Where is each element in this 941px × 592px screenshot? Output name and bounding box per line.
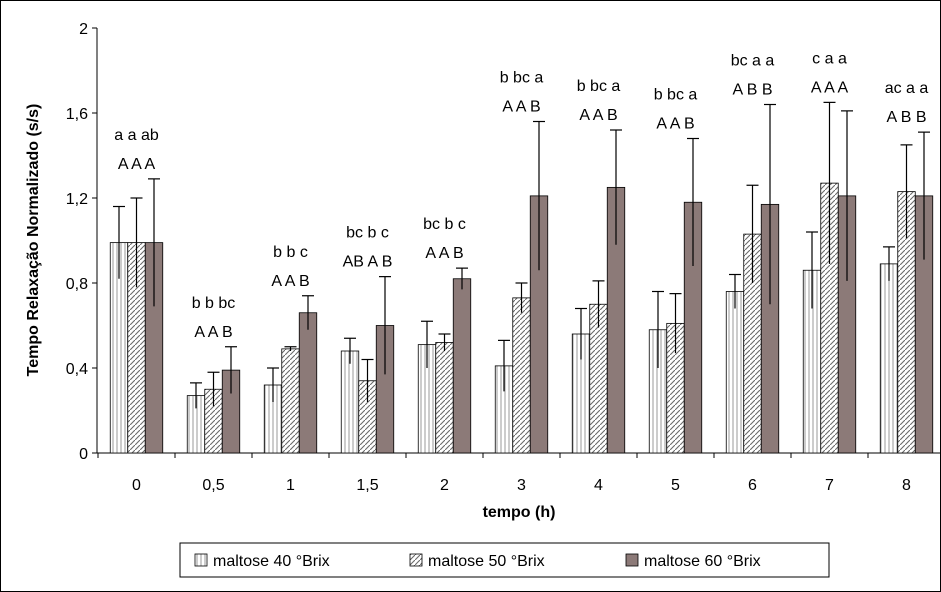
significance-upper: c a a <box>812 50 847 67</box>
significance-upper: b b c <box>273 244 308 261</box>
significance-lower: A A A <box>118 156 156 173</box>
significance-lower: A B B <box>886 109 926 126</box>
y-tick-label: 1,2 <box>66 191 88 208</box>
legend-box <box>179 542 830 578</box>
significance-lower: A A A <box>811 79 849 96</box>
bar <box>298 312 318 454</box>
bar <box>435 342 454 454</box>
significance-upper: b bc a <box>577 78 621 95</box>
x-tick-label: 6 <box>748 477 757 494</box>
y-tick-label: 0 <box>79 446 88 463</box>
significance-lower: A A B <box>579 107 617 124</box>
x-tick-label: 0,5 <box>202 477 224 494</box>
significance-upper: ac a a <box>885 80 929 97</box>
x-tick-label: 4 <box>594 477 603 494</box>
bar <box>340 350 360 454</box>
significance-lower: A A B <box>194 324 232 341</box>
significance-lower: A B B <box>732 82 772 99</box>
significance-upper: bc b c <box>423 216 466 233</box>
y-tick-label: 0,8 <box>66 276 88 293</box>
significance-lower: A A B <box>502 99 540 116</box>
bars <box>109 182 934 454</box>
significance-upper: bc b c <box>346 225 389 242</box>
legend-swatch <box>194 553 208 567</box>
significance-labels: A A A a a ab A A B b b bc A A B b b c AB A B bc… <box>114 50 928 340</box>
legend-label: maltose 60 °Brix <box>644 553 761 570</box>
legend-swatch <box>625 553 639 567</box>
x-tick-label: 0 <box>132 477 141 494</box>
legend-label: maltose 50 °Brix <box>428 553 545 570</box>
x-tick-label: 3 <box>517 477 526 494</box>
significance-lower: A A B <box>271 273 309 290</box>
significance-upper: b bc a <box>654 87 698 104</box>
x-tick-label: 2 <box>440 477 449 494</box>
x-tick-label: 1,5 <box>356 477 378 494</box>
significance-lower: A A B <box>425 245 463 262</box>
x-axis-title: tempo (h) <box>483 504 556 521</box>
y-tick-label: 1,6 <box>66 106 88 123</box>
bar <box>879 263 899 454</box>
y-tick-label: 2 <box>79 21 88 38</box>
bar <box>452 278 472 454</box>
legend-label: maltose 40 °Brix <box>213 553 330 570</box>
error-bars <box>113 101 930 409</box>
legend: maltose 40 °Brix maltose 50 °Brix maltose … <box>179 542 830 578</box>
y-axis-title: Tempo Relaxação Normalizado (s/s) <box>25 104 42 377</box>
y-tick-label: 0,4 <box>66 361 88 378</box>
bar <box>725 291 745 454</box>
x-tick-label: 5 <box>671 477 680 494</box>
significance-lower: AB A B <box>343 254 393 271</box>
bar <box>281 348 300 454</box>
significance-upper: a a ab <box>114 127 159 144</box>
significance-upper: b bc a <box>500 70 544 87</box>
bar <box>512 297 531 454</box>
legend-swatch <box>409 553 423 567</box>
significance-lower: A A B <box>656 116 694 133</box>
x-tick-label: 7 <box>825 477 834 494</box>
x-tick-label: 1 <box>286 477 295 494</box>
significance-upper: bc a a <box>731 53 775 70</box>
x-tick-label: 8 <box>902 477 911 494</box>
significance-upper: b b bc <box>192 295 236 312</box>
